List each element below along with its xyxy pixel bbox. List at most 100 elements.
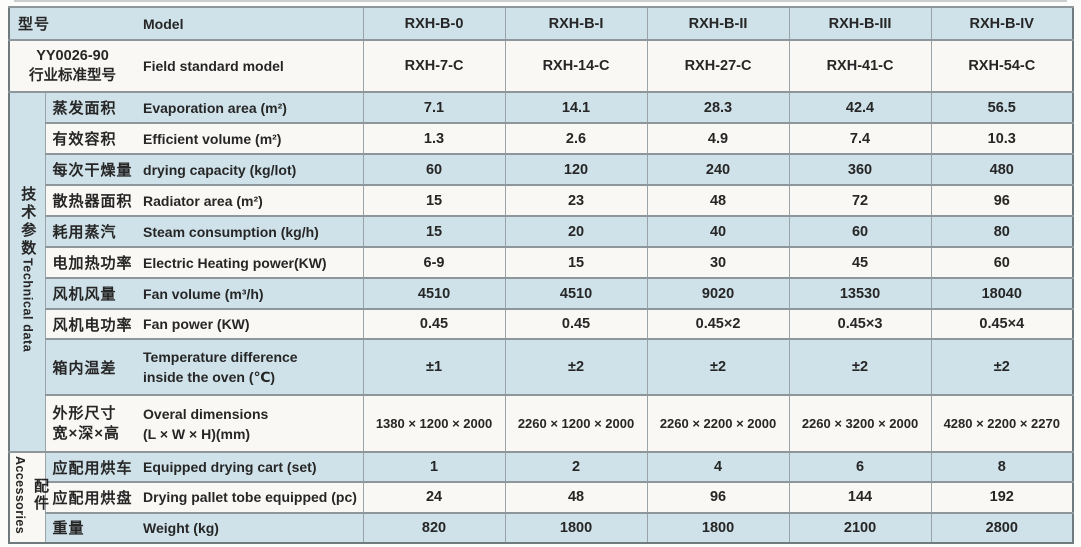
value-cell: 144 [788, 481, 932, 513]
value-cell: 48 [504, 481, 648, 513]
row-label-cn: 箱内温差 [44, 338, 136, 395]
value-cell: 28.3 [646, 91, 790, 123]
standard-model-name: RXH-41-C [788, 39, 932, 92]
row-label-en: Efficient volume (m²) [135, 122, 364, 154]
model-label-en: Model [135, 6, 364, 40]
value-cell: 4510 [362, 277, 506, 309]
value-cell: 1.3 [362, 122, 506, 154]
group-label-en: Accessories [13, 455, 27, 535]
model-header-row: 型号 Model RXH-B-0 RXH-B-I RXH-B-II RXH-B-… [9, 6, 1074, 40]
value-cell: 9020 [646, 277, 790, 309]
spec-row: 风机电功率 Fan power (KW) 0.45 0.45 0.45×2 0.45×3 0… [9, 308, 1074, 339]
standard-label-en: Field standard model [135, 39, 364, 92]
value-cell: 0.45 [504, 308, 648, 339]
row-label-cn: 应配用烘车 [44, 450, 136, 483]
row-label-cn: 风机电功率 [44, 308, 136, 339]
value-cell: 820 [362, 511, 506, 543]
value-cell: 2800 [930, 511, 1074, 543]
value-cell: ±2 [504, 338, 648, 395]
value-cell: 23 [504, 184, 648, 216]
value-cell: ±2 [646, 338, 790, 395]
row-label-en: Electric Heating power(KW) [135, 246, 364, 278]
row-label-cn: 电加热功率 [44, 246, 136, 278]
standard-label-cn-text: 行业标准型号 [29, 68, 116, 84]
value-cell: 2260 × 2200 × 2000 [646, 394, 790, 452]
value-cell: 4280 × 2200 × 2270 [930, 394, 1074, 452]
label-line: Overal dimensions [143, 405, 269, 422]
label-line: (L × W × H)(mm) [143, 425, 251, 442]
spec-table: 型号 Model RXH-B-0 RXH-B-I RXH-B-II RXH-B-… [8, 6, 1075, 544]
value-cell: 7.1 [362, 91, 506, 123]
model-name: RXH-B-II [646, 6, 790, 40]
row-label-en: drying capacity (kg/lot) [135, 153, 364, 185]
row-label-cn: 外形尺寸宽×深×高 [44, 394, 136, 452]
standard-model-name: RXH-27-C [646, 39, 790, 92]
value-cell: ±2 [930, 338, 1074, 395]
value-cell: 120 [504, 153, 648, 185]
label-line: inside the oven (℃) [143, 369, 276, 385]
row-label-en: Temperature difference inside the oven (℃… [135, 338, 364, 395]
spec-row: 散热器面积 Radiator area (m²) 15 23 48 72 96 [9, 184, 1074, 216]
value-cell: 2 [504, 450, 648, 483]
label-line: 宽×深×高 [52, 424, 121, 442]
value-cell: 0.45×2 [646, 308, 790, 339]
group-cell-technical: 技术参数Technical data [9, 91, 45, 452]
row-label-en: Weight (kg) [135, 511, 364, 543]
spec-row: 电加热功率 Electric Heating power(KW) 6-9 15 30 45… [9, 246, 1074, 278]
value-cell: 4 [646, 450, 790, 483]
value-cell: 10.3 [930, 122, 1074, 154]
label-line: 外形尺寸 [52, 404, 117, 422]
value-cell: 60 [788, 215, 932, 247]
row-label-cn: 应配用烘盘 [44, 481, 136, 513]
value-cell: ±1 [362, 338, 506, 395]
value-cell: 8 [930, 450, 1074, 483]
value-cell: 6 [788, 450, 932, 483]
row-label-en: Overal dimensions (L × W × H)(mm) [135, 394, 364, 452]
value-cell: 15 [362, 215, 506, 247]
spec-row: 箱内温差 Temperature difference inside the ove… [9, 338, 1074, 395]
value-cell: ±2 [788, 338, 932, 395]
row-label-en: Fan power (KW) [135, 308, 364, 339]
group-label-cn: 配件 [32, 478, 49, 512]
value-cell: 40 [646, 215, 790, 247]
model-label-cn: 型号 [9, 6, 136, 40]
value-cell: 15 [362, 184, 506, 216]
value-cell: 2260 × 1200 × 2000 [504, 394, 648, 452]
value-cell: 96 [930, 184, 1074, 216]
spec-row: 有效容积 Efficient volume (m²) 1.3 2.6 4.9 7.4 10.… [9, 122, 1074, 154]
value-cell: 60 [930, 246, 1074, 278]
spec-row: 外形尺寸宽×深×高 Overal dimensions (L × W × H)(mm… [9, 394, 1074, 452]
standard-model-name: RXH-54-C [930, 39, 1074, 92]
value-cell: 15 [504, 246, 648, 278]
standard-model-name: RXH-7-C [362, 39, 506, 92]
value-cell: 2100 [788, 511, 932, 543]
row-label-en: Evaporation area (m²) [135, 91, 364, 123]
spec-row: 每次干燥量 drying capacity (kg/lot) 60 120 240 360… [9, 153, 1074, 185]
value-cell: 45 [788, 246, 932, 278]
group-label-cn: 技术参数 [19, 186, 37, 259]
value-cell: 24 [362, 481, 506, 513]
spec-row: 重量 Weight (kg) 820 1800 1800 2100 2800 [9, 511, 1074, 543]
row-label-en: Steam consumption (kg/h) [135, 215, 364, 247]
value-cell: 0.45×3 [788, 308, 932, 339]
value-cell: 2260 × 3200 × 2000 [788, 394, 932, 452]
value-cell: 60 [362, 153, 506, 185]
model-name: RXH-B-IV [930, 6, 1074, 40]
value-cell: 72 [788, 184, 932, 216]
standard-model-name: RXH-14-C [504, 39, 648, 92]
value-cell: 0.45×4 [930, 308, 1074, 339]
model-name: RXH-B-I [504, 6, 648, 40]
value-cell: 42.4 [788, 91, 932, 123]
value-cell: 7.4 [788, 122, 932, 154]
value-cell: 1380 × 1200 × 2000 [362, 394, 506, 452]
row-label-cn: 有效容积 [44, 122, 136, 154]
value-cell: 360 [788, 153, 932, 185]
value-cell: 1800 [646, 511, 790, 543]
value-cell: 4510 [504, 277, 648, 309]
row-label-en: Drying pallet tobe equipped (pc) [135, 481, 364, 513]
row-label-en: Equipped drying cart (set) [135, 450, 364, 483]
row-label-cn: 风机风量 [44, 277, 136, 309]
group-cell-accessories: 配件 Accessories [9, 451, 49, 543]
value-cell: 6-9 [362, 246, 506, 278]
value-cell: 1800 [504, 511, 648, 543]
